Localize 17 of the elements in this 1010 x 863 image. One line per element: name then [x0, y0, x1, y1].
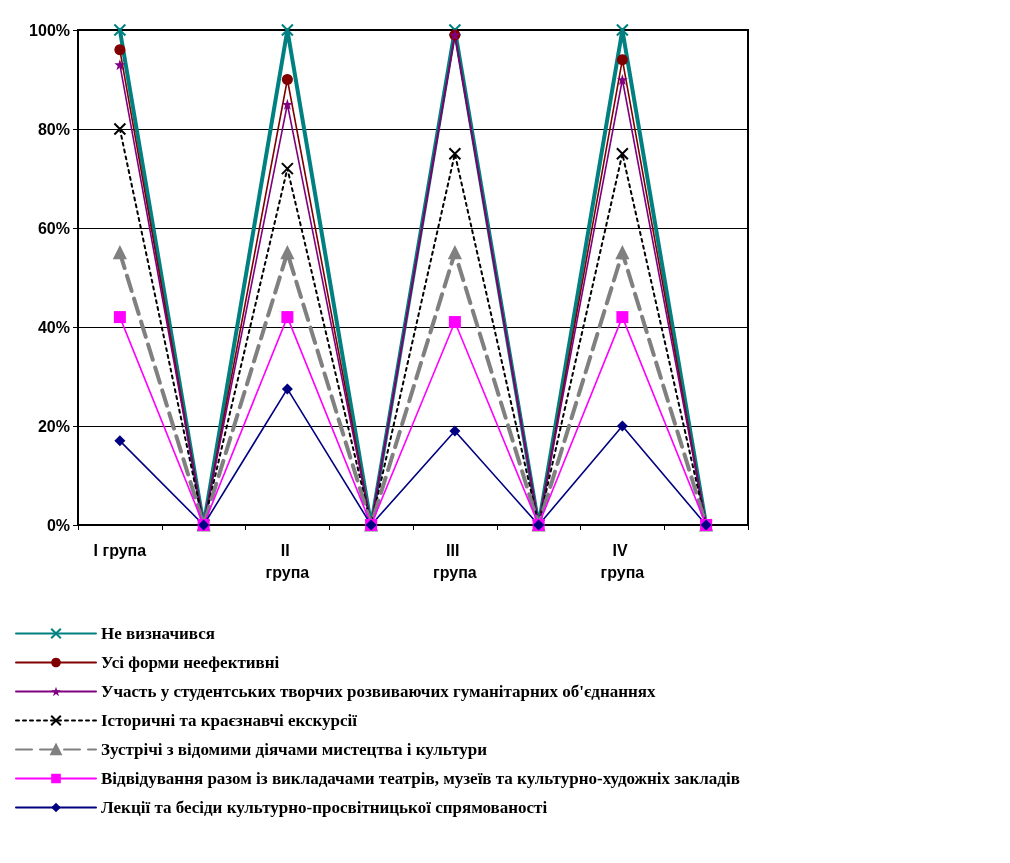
y-tick-label: 80%: [37, 120, 70, 138]
legend-label: Лекції та бесіди культурно-просвітницької спрямованості: [101, 798, 548, 817]
legend-label: Не визначився: [101, 624, 215, 643]
x-tick-label: IV група: [600, 541, 645, 581]
y-tick-label: 0%: [46, 516, 70, 534]
x-tick-label: III група: [433, 541, 477, 581]
legend-label: Участь у студентських творчих розвиваючих гуманітарних об'єднаннях: [101, 682, 656, 701]
legend-label: Історичні та краєзнавчі екскурсії: [101, 711, 358, 730]
y-tick-label: 60%: [37, 219, 70, 237]
legend-label: Усі форми неефективні: [101, 653, 280, 672]
y-tick-label: 40%: [37, 318, 70, 336]
y-tick-label: 100%: [29, 21, 70, 39]
y-tick-label: 20%: [37, 417, 70, 435]
legend-label: Відвідування разом із викладачами театрів, музеїв та культурно-художніх закладів: [101, 769, 740, 788]
x-tick-label: II група: [265, 541, 310, 581]
legend-label: Зустрічі з відомими діячами мистецтва і культури: [101, 740, 488, 759]
x-tick-label: I група: [93, 541, 147, 559]
